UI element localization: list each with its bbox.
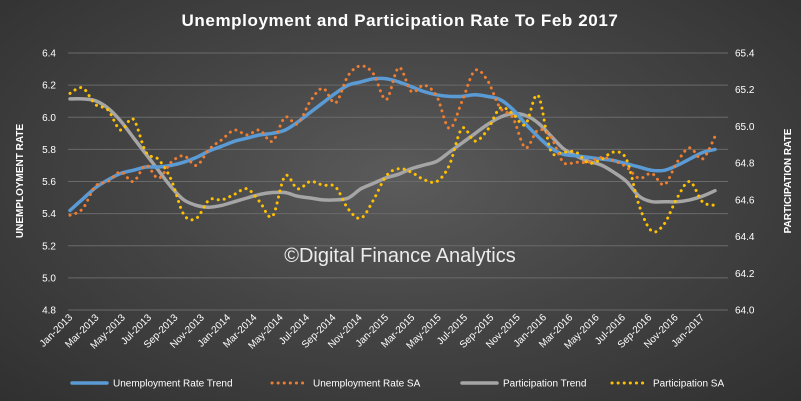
legend-label: Unemployment Rate Trend [113,379,233,390]
y-right-tick-label: 65.2 [735,85,755,96]
chart-title: Unemployment and Participation Rate To F… [182,11,619,30]
y-right-tick-label: 65.0 [735,122,755,133]
y-left-tick-label: 5.4 [42,209,56,220]
legend: Unemployment Rate Trend Unemployment Rate… [70,379,724,390]
y-left-tick-label: 6.4 [42,49,56,60]
y-left-tick-label: 6.2 [42,81,56,92]
series-lines [68,64,717,234]
y-left-tick-label: 5.0 [42,273,56,284]
series-line-unemployment-rate-sa [68,64,717,217]
y-right-tick-label: 64.8 [735,159,755,170]
series-line-unemployment-rate-trend [68,76,717,213]
y-left-tick-label: 5.8 [42,145,56,156]
legend-label: Participation SA [653,379,724,390]
y-left-tick-label: 6.0 [42,113,56,124]
series-line-participation-sa [68,86,717,234]
y-right-tick-label: 64.4 [735,232,755,243]
y-right-tick-label: 64.2 [735,269,755,280]
y-right-tick-label: 64.0 [735,306,755,317]
y-left-tick-label: 5.2 [42,241,56,252]
series-line-participation-trend [68,97,717,209]
y-left-tick-label: 4.8 [42,306,56,317]
y-axis-left-title: UNEMPLOYMENT RATE [15,124,26,239]
legend-label: Unemployment Rate SA [313,379,421,390]
y-right-tick-label: 64.6 [735,195,755,206]
y-right-tick-label: 65.4 [735,49,755,60]
y-left-tick-label: 5.6 [42,177,56,188]
gridlines [68,52,728,311]
legend-label: Participation Trend [503,379,586,390]
watermark: ©Digital Finance Analytics [284,245,516,267]
y-axis-right-title: PARTICIPATION RATE [783,128,794,233]
